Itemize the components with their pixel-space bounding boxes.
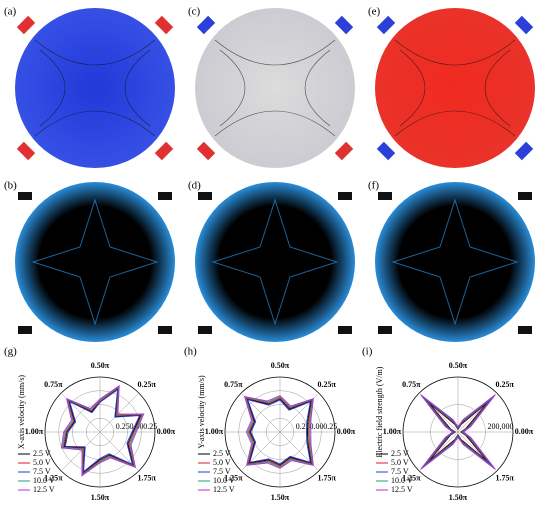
series-line [243,395,314,469]
angle-tick-label: 1.75π [317,473,336,482]
series-line [245,397,313,467]
series-line [420,394,496,470]
series-line [62,386,143,475]
panel-a-field [15,8,175,168]
angle-tick-label: 0.25π [495,380,514,389]
panel-label: (c) [188,6,201,18]
panel-b-flow [15,182,175,342]
angle-tick-label: 1.50π [449,493,468,502]
angle-tick-label: 0.50π [449,361,468,370]
angle-tick-label: 0.50π [91,361,110,370]
panel-label: (e) [368,6,381,18]
angle-tick-label: 1.25π [44,473,63,482]
angle-tick-label: 0.00π [515,427,534,436]
panel-label: (b) [4,180,17,192]
streamlines [34,39,516,137]
panel-label: (d) [188,180,201,192]
r-tick-label: 0.25 [323,422,337,431]
panel-f-flow [375,182,535,342]
legend-label: 7.5 V [33,467,51,476]
angle-tick-label: 1.00π [383,427,402,436]
angle-tick-label: 0.25π [137,380,156,389]
legend-label: 12.5 V [33,485,55,494]
panel-label: (i) [362,346,373,358]
flow-electrodes [18,192,532,334]
legend-label: 10.0 V [391,476,413,485]
series-line [64,388,141,473]
r-tick-label: 0.25 [296,422,310,431]
angle-tick-label: 1.25π [224,473,243,482]
series-line [246,399,311,465]
r-tick-label: 200,000 [488,422,514,431]
r-tick-label: 0.25 [116,422,130,431]
legend-label: 10.0 V [213,476,235,485]
r-axis-label: Y-axis velocity (mm/s) [197,375,206,449]
angle-tick-label: 0.75π [224,380,243,389]
grid-spoke [99,392,140,433]
angle-tick-label: 0.75π [44,380,63,389]
legend-label: 2.5 V [33,449,51,458]
r-tick-label: 0.25 [143,422,157,431]
series-line [60,384,145,477]
angle-tick-label: 0.00π [157,427,176,436]
legend-label: 7.5 V [391,467,409,476]
panel-e-field [375,8,535,168]
series-line [61,385,144,476]
panel-c-field [195,8,355,168]
angle-tick-label: 1.75π [137,473,156,482]
electrodes [16,15,534,161]
legend-label: 2.5 V [391,449,409,458]
legend-label: 10.0 V [33,476,55,485]
angle-tick-label: 1.00π [205,427,224,436]
legend-label: 2.5 V [213,449,231,458]
panel-label: (h) [184,346,197,358]
legend-label: 12.5 V [213,485,235,494]
angle-tick-label: 0.50π [271,361,290,370]
angle-tick-label: 0.75π [402,380,421,389]
grid-spoke [60,431,101,472]
r-axis-label: Electric field strength (V/m) [375,366,384,457]
angle-tick-label: 1.00π [25,427,44,436]
legend-label: 5.0 V [391,458,409,467]
legend-label: 12.5 V [391,485,413,494]
panel-label: (a) [4,6,17,18]
angle-tick-label: 1.25π [402,473,421,482]
series-line [246,398,312,466]
panel-label: (g) [4,346,17,358]
r-axis-label: X-axis velocity (mm/s) [17,375,26,450]
series-line [244,396,314,468]
panel-label: (f) [368,180,379,192]
angle-tick-label: 1.75π [495,473,514,482]
angle-tick-label: 1.50π [91,493,110,502]
field-panels: (a) (b) (c) (d) (e) (f) [4,6,535,342]
angle-tick-label: 0.00π [337,427,356,436]
panel-d-flow [195,182,355,342]
angle-tick-label: 1.50π [271,493,290,502]
legend-label: 5.0 V [33,458,51,467]
angle-tick-label: 0.25π [317,380,336,389]
flow-star [31,198,519,326]
legend-label: 5.0 V [213,458,231,467]
legend-label: 7.5 V [213,467,231,476]
r-tick-label: 0.00 [310,422,324,431]
